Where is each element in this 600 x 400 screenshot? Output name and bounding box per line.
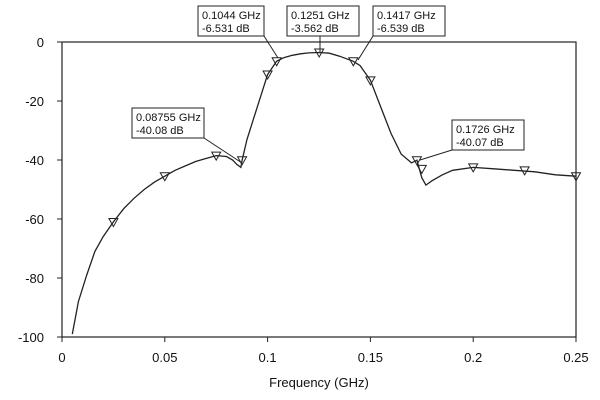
annotation-callout: 0.1726 GHz-40.07 dB — [419, 119, 525, 161]
data-marker — [416, 164, 428, 175]
data-marker — [411, 156, 423, 166]
data-marker — [347, 57, 359, 67]
x-tick-label: 0.25 — [563, 350, 588, 365]
annotation-callout: 0.1251 GHz-3.562 dB — [286, 5, 360, 53]
x-axis-title: Frequency (GHz) — [269, 375, 369, 390]
annotation-callout: 0.08755 GHz-40.08 dB — [131, 107, 243, 164]
annotation-callout: 0.1417 GHz-6.539 dB — [357, 5, 446, 61]
data-marker — [236, 156, 248, 166]
annotation-box — [451, 119, 525, 151]
annotation-box — [197, 5, 265, 37]
data-marker — [210, 151, 222, 162]
x-tick-label: 0.1 — [259, 350, 277, 365]
y-tick-label: -80 — [25, 271, 44, 286]
annotation-box — [131, 107, 205, 139]
annotation-magnitude: -40.08 dB — [136, 125, 184, 137]
annotation-magnitude: -40.07 dB — [456, 137, 504, 149]
x-tick-label: 0.2 — [464, 350, 482, 365]
series-line — [71, 51, 577, 335]
annotation-leader — [203, 137, 243, 164]
annotation-frequency: 0.1726 GHz — [456, 124, 515, 136]
y-tick-label: -20 — [25, 94, 44, 109]
data-marker — [159, 172, 171, 182]
data-marker — [519, 166, 530, 176]
annotation-leader — [357, 35, 374, 61]
y-tick-label: 0 — [37, 35, 44, 50]
annotation-magnitude: -6.531 dB — [202, 23, 250, 35]
data-marker — [365, 76, 376, 86]
annotation-leader — [263, 35, 279, 59]
y-axis: 0 -20 -40 -60 -80 -100 — [18, 35, 62, 345]
series-markers — [108, 48, 582, 228]
data-marker — [313, 48, 325, 59]
annotation-callout: 0.1044 GHz-6.531 dB — [197, 5, 279, 59]
x-axis: 0 0.05 0.1 0.15 0.2 0.25 — [58, 337, 589, 365]
x-tick-label: 0.05 — [152, 350, 177, 365]
annotation-box — [372, 5, 446, 37]
data-marker — [467, 163, 479, 173]
y-tick-label: -60 — [25, 212, 44, 227]
annotation-frequency: 0.1417 GHz — [377, 10, 436, 22]
annotation-magnitude: -6.539 dB — [377, 23, 425, 35]
data-marker — [108, 217, 119, 228]
y-tick-label: -40 — [25, 153, 44, 168]
annotation-leader — [419, 149, 453, 161]
x-tick-label: 0.15 — [358, 350, 383, 365]
y-tick-label: -100 — [18, 330, 44, 345]
x-tick-label: 0 — [58, 350, 65, 365]
plot-frame — [61, 41, 577, 338]
data-marker — [271, 57, 283, 67]
data-marker — [262, 70, 273, 80]
annotations: 0.08755 GHz-40.08 dB0.1044 GHz-6.531 dB0… — [131, 5, 525, 164]
annotation-frequency: 0.1251 GHz — [291, 10, 350, 22]
annotation-box — [286, 5, 360, 37]
data-marker — [570, 172, 582, 182]
annotation-frequency: 0.1044 GHz — [202, 10, 261, 22]
annotation-frequency: 0.08755 GHz — [136, 112, 201, 124]
annotation-magnitude: -3.562 dB — [291, 23, 339, 35]
